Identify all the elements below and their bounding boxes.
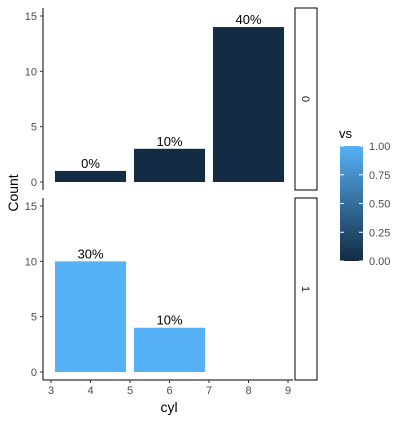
- facet-strip-label: 0: [299, 96, 311, 102]
- legend-tick-label: 0.25: [369, 227, 390, 239]
- bar: [133, 148, 206, 182]
- y-tick-label: 10: [25, 256, 37, 268]
- y-tick-label: 15: [25, 201, 37, 213]
- legend-tick-label: 0.50: [369, 199, 390, 211]
- bar: [212, 27, 285, 182]
- x-tick-label: 9: [285, 385, 291, 397]
- y-tick-label: 5: [31, 122, 37, 134]
- x-tick-label: 8: [245, 385, 251, 397]
- bar: [54, 261, 127, 372]
- bar-data-label: 40%: [235, 12, 261, 27]
- bar: [133, 327, 206, 372]
- y-tick-label: 5: [31, 312, 37, 324]
- y-tick-label: 0: [31, 367, 37, 379]
- x-tick-label: 7: [206, 385, 212, 397]
- facet-strip: [294, 7, 318, 191]
- legend-title: vs: [339, 126, 353, 141]
- y-axis-title: Count: [5, 174, 21, 211]
- legend-tick-label: 0.00: [369, 256, 390, 268]
- x-tick-label: 5: [127, 385, 133, 397]
- bar-data-label: 30%: [77, 246, 103, 261]
- legend-tick-label: 0.75: [369, 170, 390, 182]
- bar-data-label: 10%: [156, 134, 182, 149]
- bar-data-label: 10%: [156, 313, 182, 328]
- y-tick-label: 0: [31, 177, 37, 189]
- y-tick-label: 10: [25, 66, 37, 78]
- x-tick-label: 6: [166, 385, 172, 397]
- facet-strip: [294, 197, 318, 381]
- x-tick-label: 3: [48, 385, 54, 397]
- facet-strip-label: 1: [299, 286, 311, 292]
- y-tick-label: 15: [25, 11, 37, 23]
- bar-data-label: 0%: [81, 156, 100, 171]
- legend-tick-label: 1.00: [369, 141, 390, 153]
- legend: vs 1.00 0.75 0.50 0.25 0.00: [339, 126, 390, 268]
- x-axis-title: cyl: [160, 399, 177, 415]
- bar: [54, 170, 127, 182]
- legend-colorbar: [340, 146, 363, 261]
- x-tick-label: 4: [87, 385, 93, 397]
